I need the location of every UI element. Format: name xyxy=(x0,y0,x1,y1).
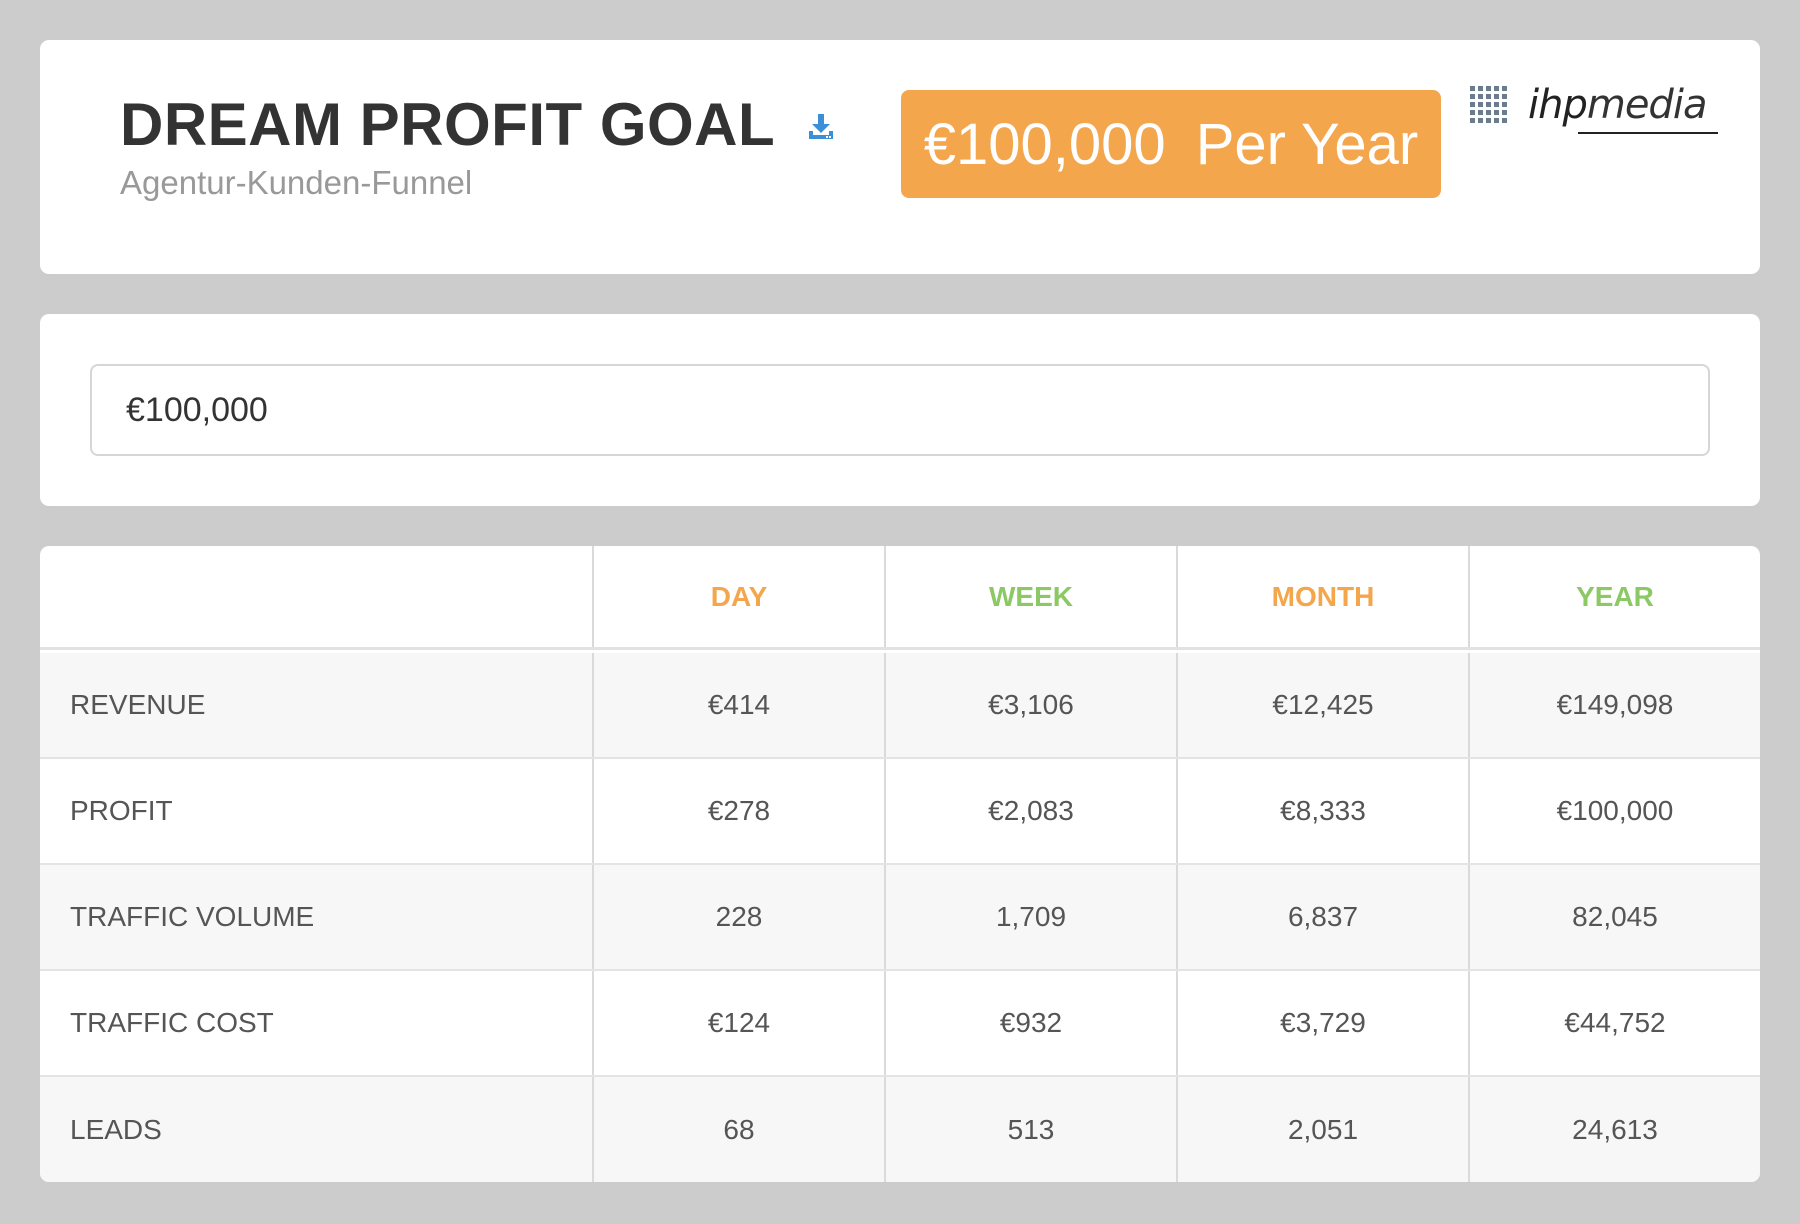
table-cell: 6,837 xyxy=(1176,865,1468,969)
table-cell: €414 xyxy=(592,653,884,757)
table-row-leads: LEADS 68 513 2,051 24,613 xyxy=(40,1077,1760,1182)
row-label: TRAFFIC COST xyxy=(70,1007,274,1038)
goal-amount: €100,000 xyxy=(923,111,1166,177)
table-cell: €3,106 xyxy=(884,653,1176,757)
results-table: DAY WEEK MONTH YEAR REVENUE €414 €3,106 … xyxy=(40,546,1760,1182)
row-label: TRAFFIC VOLUME xyxy=(70,901,315,932)
table-cell: €12,425 xyxy=(1176,653,1468,757)
table-cell: €278 xyxy=(592,759,884,863)
table-cell: 1,709 xyxy=(884,865,1176,969)
download-icon[interactable] xyxy=(806,112,836,142)
table-cell: 2,051 xyxy=(1176,1077,1468,1182)
header-card: DREAM PROFIT GOAL Agentur-Kunden-Funnel … xyxy=(40,40,1760,274)
input-card xyxy=(40,314,1760,506)
table-cell: 82,045 xyxy=(1468,865,1760,969)
column-header-day: DAY xyxy=(592,546,884,647)
table-cell: €8,333 xyxy=(1176,759,1468,863)
table-cell: €44,752 xyxy=(1468,971,1760,1075)
goal-badge: €100,000 Per Year xyxy=(901,90,1441,198)
goal-period: Per Year xyxy=(1195,111,1419,177)
ihp-media-logo: ihpmedia xyxy=(1470,80,1720,140)
logo-underline xyxy=(1578,132,1718,134)
page-subtitle: Agentur-Kunden-Funnel xyxy=(120,164,473,201)
table-cell: €124 xyxy=(592,971,884,1075)
logo-text: ihpmedia xyxy=(1528,80,1708,130)
table-cell: 228 xyxy=(592,865,884,969)
table-row-traffic-cost: TRAFFIC COST €124 €932 €3,729 €44,752 xyxy=(40,971,1760,1077)
table-cell: 513 xyxy=(884,1077,1176,1182)
column-header-month: MONTH xyxy=(1176,546,1468,647)
logo-grid-icon xyxy=(1470,86,1507,123)
row-label: LEADS xyxy=(70,1114,162,1145)
column-header-week: WEEK xyxy=(884,546,1176,647)
table-cell: €149,098 xyxy=(1468,653,1760,757)
table-row-revenue: REVENUE €414 €3,106 €12,425 €149,098 xyxy=(40,653,1760,759)
table-cell: €932 xyxy=(884,971,1176,1075)
table-cell: 68 xyxy=(592,1077,884,1182)
table-header-row: DAY WEEK MONTH YEAR xyxy=(40,546,1760,650)
column-header-year: YEAR xyxy=(1468,546,1760,647)
page-title: DREAM PROFIT GOAL xyxy=(120,91,776,158)
table-cell: 24,613 xyxy=(1468,1077,1760,1182)
row-label: PROFIT xyxy=(70,795,173,826)
table-cell: €3,729 xyxy=(1176,971,1468,1075)
logo-text-ihp: ihp xyxy=(1528,82,1588,128)
table-header-empty xyxy=(40,546,592,647)
table-row-traffic-volume: TRAFFIC VOLUME 228 1,709 6,837 82,045 xyxy=(40,865,1760,971)
table-cell: €2,083 xyxy=(884,759,1176,863)
row-label: REVENUE xyxy=(70,689,206,720)
table-cell: €100,000 xyxy=(1468,759,1760,863)
table-row-profit: PROFIT €278 €2,083 €8,333 €100,000 xyxy=(40,759,1760,865)
logo-text-media: media xyxy=(1586,82,1708,128)
profit-goal-input[interactable] xyxy=(90,364,1710,456)
